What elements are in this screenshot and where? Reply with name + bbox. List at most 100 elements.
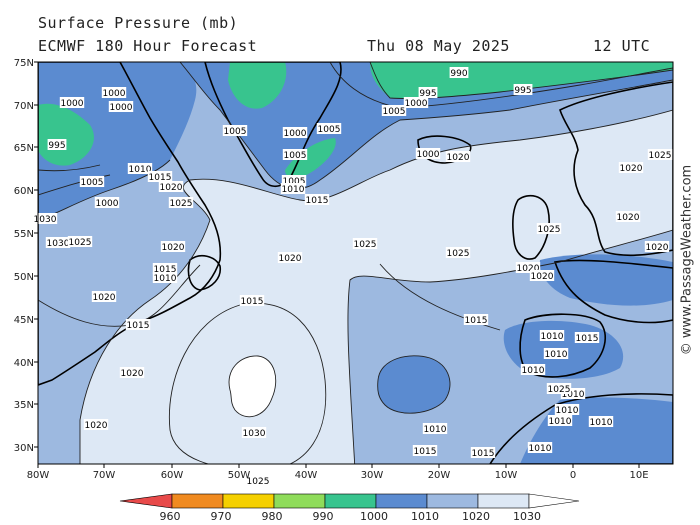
- isobar-label: 1000: [94, 197, 120, 209]
- isobar-1020-east: [347, 229, 673, 464]
- isobar-label: 1020: [618, 162, 644, 174]
- isobar-label: 1015: [574, 332, 600, 344]
- svg-text:1015: 1015: [465, 316, 488, 326]
- isobar-label: 1005: [222, 125, 248, 137]
- svg-text:1015: 1015: [241, 297, 264, 307]
- isobar-label: 1010: [547, 415, 573, 427]
- isobar-label: 1010: [422, 423, 448, 435]
- field-990-1000-greenland: [285, 138, 336, 179]
- legend-swatch: [273, 493, 326, 509]
- isobar-label: 1005: [316, 123, 342, 135]
- svg-text:1010: 1010: [549, 417, 572, 427]
- svg-text:1010: 1010: [529, 444, 552, 454]
- svg-text:1025: 1025: [170, 199, 193, 209]
- svg-text:1025: 1025: [538, 225, 561, 235]
- lat-tick-label: 70N: [14, 101, 34, 112]
- isobar-label: 1010: [520, 364, 546, 376]
- isobar-1030-core: [228, 355, 277, 418]
- longitude-ticks: 80W 70W 60W 50W 40W 30W 20W 10W 0 10E: [27, 464, 649, 481]
- africa: [489, 393, 673, 464]
- svg-text:1005: 1005: [284, 151, 307, 161]
- isobar-label: 1020: [277, 252, 303, 264]
- lat-tick-label: 50N: [14, 272, 34, 283]
- svg-text:1010: 1010: [545, 350, 568, 360]
- isobar-1025-ring: [168, 303, 327, 464]
- svg-text:1020: 1020: [85, 421, 108, 431]
- svg-text:1005: 1005: [81, 178, 104, 188]
- isobar-label: 1010: [152, 272, 178, 284]
- field-990-1000-baffin: [38, 103, 94, 166]
- lon-tick-label: 30W: [361, 470, 384, 481]
- svg-text:1025: 1025: [447, 249, 470, 259]
- svg-text:1000: 1000: [284, 129, 307, 139]
- svg-text:1015: 1015: [414, 447, 437, 457]
- isobar-label: 1010: [539, 330, 565, 342]
- isobar-label: 1010: [280, 183, 306, 195]
- svg-text:1020: 1020: [620, 164, 643, 174]
- lat-tick-label: 75N: [14, 58, 34, 69]
- isobar-label: 1005: [79, 176, 105, 188]
- lon-tick-label: 0: [570, 470, 576, 481]
- legend-swatch-max: [528, 493, 580, 509]
- isobars: [38, 62, 673, 464]
- svg-text:1020: 1020: [93, 293, 116, 303]
- isobar-label: 1020: [445, 151, 471, 163]
- lat-tick-label: 30N: [14, 443, 34, 454]
- svg-text:1030: 1030: [47, 239, 70, 249]
- svg-text:1015: 1015: [472, 449, 495, 459]
- svg-text:1020: 1020: [162, 243, 185, 253]
- isobar-label: 1030: [241, 427, 267, 439]
- svg-text:1020: 1020: [279, 254, 302, 264]
- lon-tick-label: 10W: [495, 470, 518, 481]
- svg-text:1005: 1005: [383, 107, 406, 117]
- svg-text:1005: 1005: [283, 177, 306, 187]
- isobar-label: 1005: [282, 149, 308, 161]
- legend-label: 970: [211, 510, 232, 523]
- svg-text:1015: 1015: [576, 334, 599, 344]
- svg-text:1025: 1025: [247, 477, 270, 487]
- isobar-label: 1010: [560, 388, 586, 400]
- isobar-label: 1010: [588, 416, 614, 428]
- lon-tick-label: 20W: [428, 470, 451, 481]
- legend-label: 1010: [411, 510, 439, 523]
- svg-text:1025: 1025: [354, 240, 377, 250]
- isobar-label: 1020: [160, 241, 186, 253]
- lon-tick-label: 60W: [161, 470, 184, 481]
- isobar-label: 1000: [108, 101, 134, 113]
- legend-label: 990: [313, 510, 334, 523]
- svg-text:1020: 1020: [160, 183, 183, 193]
- newfoundland: [187, 254, 222, 291]
- isobar-label: 1025: [546, 383, 572, 395]
- svg-text:995: 995: [419, 89, 436, 99]
- isobar-label: 1000: [282, 127, 308, 139]
- lon-tick-label: 80W: [27, 470, 50, 481]
- forecast-time: 12 UTC: [593, 37, 651, 55]
- isobar-1010-north: [179, 62, 673, 190]
- isobar-label: 1010: [527, 442, 553, 454]
- svg-text:1010: 1010: [522, 366, 545, 376]
- isobar-1015-east: [379, 263, 501, 331]
- field-990-1000-greenland-upper: [228, 62, 287, 109]
- svg-text:1000: 1000: [61, 99, 84, 109]
- legend-swatch: [477, 493, 530, 509]
- color-legend: 960 970 980 990 1000 1010 1020 1030: [119, 493, 580, 523]
- isobar-label: 1000: [59, 97, 85, 109]
- svg-text:1010: 1010: [129, 165, 152, 175]
- isobar-label: 1015: [125, 319, 151, 331]
- isobar-label: 1025: [647, 149, 673, 161]
- isobar-label: 1005: [381, 105, 407, 117]
- svg-text:1020: 1020: [121, 369, 144, 379]
- isobar-label: 1020: [83, 419, 109, 431]
- isobar-label: 1030: [32, 213, 58, 225]
- isobar-label: 1015: [470, 447, 496, 459]
- isobar-label: 1000: [415, 148, 441, 160]
- map-frame: [37, 61, 674, 465]
- svg-text:1000: 1000: [96, 199, 119, 209]
- legend-swatch: [324, 493, 377, 509]
- legend-label: 1000: [360, 510, 388, 523]
- isobar-label: 1025: [352, 238, 378, 250]
- lat-tick-label: 65N: [14, 143, 34, 154]
- isobar-label: 1025: [67, 236, 93, 248]
- svg-text:1000: 1000: [103, 89, 126, 99]
